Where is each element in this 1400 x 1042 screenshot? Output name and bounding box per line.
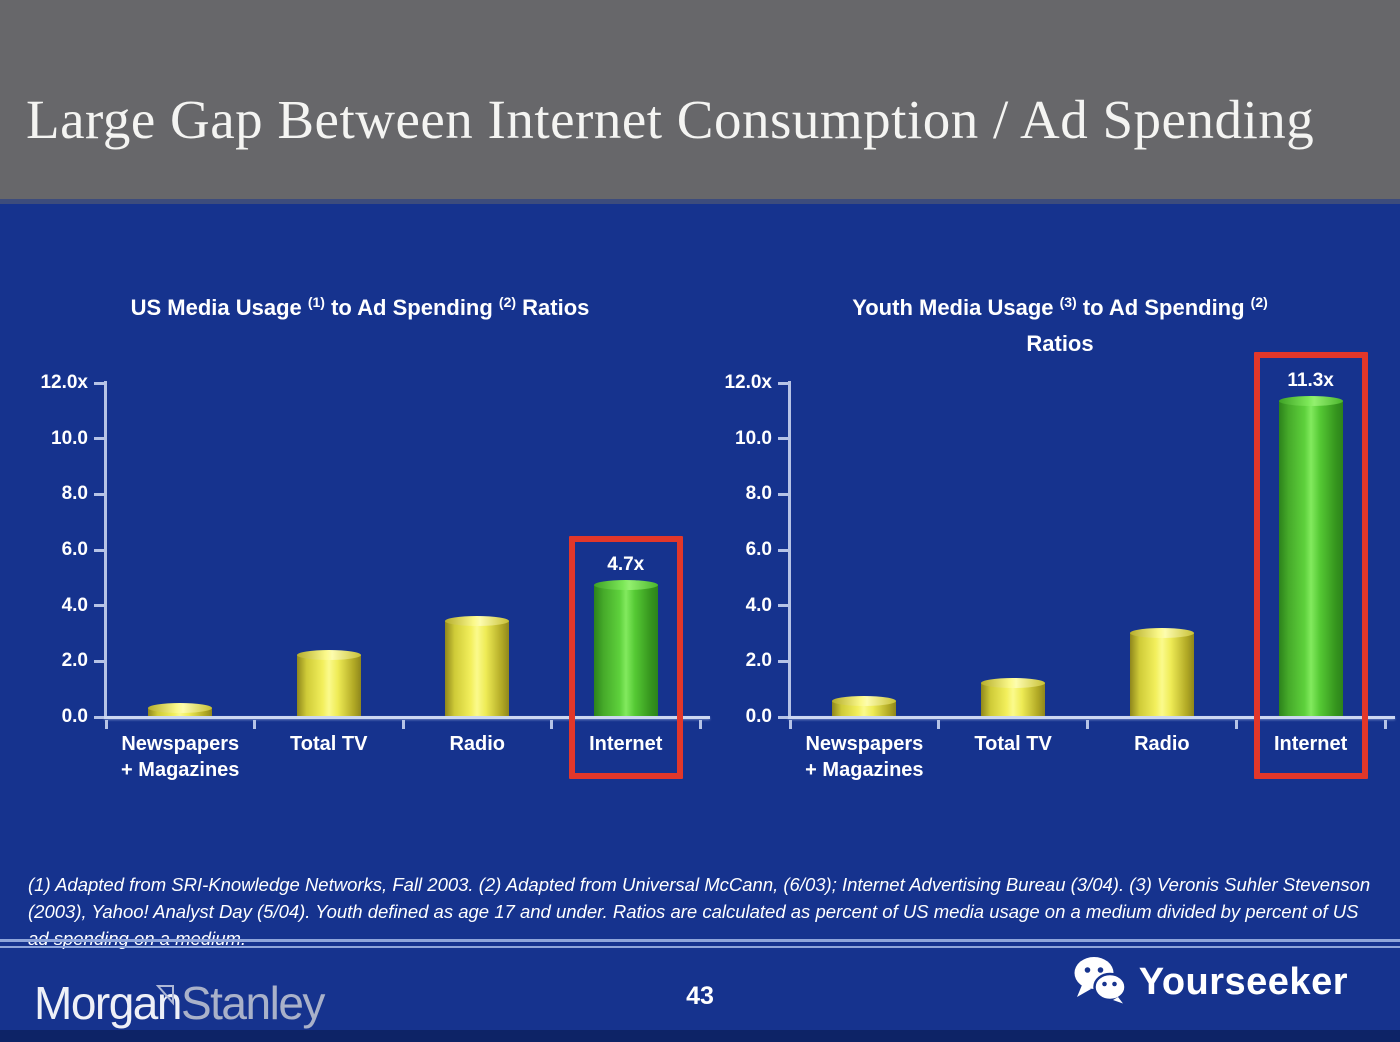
x-axis-tick bbox=[698, 720, 702, 729]
chart-title-superscript: (2) bbox=[498, 294, 517, 310]
y-axis-tick-label: 6.0 bbox=[61, 539, 88, 560]
y-axis-tick bbox=[94, 659, 104, 663]
x-axis-tick bbox=[1383, 720, 1387, 729]
bar-top-cap bbox=[296, 649, 361, 660]
y-axis-tick bbox=[778, 548, 788, 552]
y-axis-tick-label: 0.0 bbox=[61, 706, 88, 727]
y-axis-tick-label: 10.0 bbox=[735, 427, 772, 449]
chart-title-superscript: (3) bbox=[1059, 294, 1077, 310]
morgan-stanley-logo: Morgan Stanley bbox=[34, 976, 325, 1030]
y-axis-tick bbox=[778, 381, 788, 385]
page-number: 43 bbox=[686, 982, 714, 1010]
y-axis-tick-label: 12.0x bbox=[724, 372, 772, 393]
bar-top-cap bbox=[981, 677, 1046, 688]
footer-separator-line bbox=[0, 939, 1400, 948]
x-axis-tick bbox=[401, 720, 405, 729]
chart-title: US Media Usage (1) to Ad Spending (2) Ra… bbox=[50, 291, 670, 327]
bar-total-tv bbox=[981, 677, 1046, 716]
footnote: (1) Adapted from SRI-Knowledge Networks,… bbox=[28, 874, 1371, 949]
category-label: Radio bbox=[1134, 733, 1190, 755]
y-axis-tick bbox=[94, 604, 104, 608]
y-axis-line bbox=[104, 381, 107, 718]
y-axis-tick bbox=[778, 659, 788, 663]
bar-value-label: 11.3x bbox=[1287, 370, 1334, 392]
bar-internet bbox=[593, 580, 658, 716]
category-label: Newspapers + Magazines bbox=[121, 733, 240, 781]
y-axis-tick-label: 10.0 bbox=[51, 427, 88, 449]
watermark: Yourseeker bbox=[1073, 956, 1348, 1009]
bar-top-cap bbox=[148, 702, 213, 713]
brand-word-stanley: Stanley bbox=[180, 977, 325, 1029]
category-label: Internet bbox=[589, 733, 663, 755]
y-axis-tick bbox=[94, 381, 104, 385]
youth-media-usage-chart: Youth Media Usage (3) to Ad Spending (2)… bbox=[724, 283, 1395, 793]
bar-radio bbox=[445, 616, 510, 716]
y-axis-tick bbox=[94, 492, 104, 496]
plot-area: 12.0x 10.0 8.0 6.0 4.0 2.0 0.0 Newspapers + Mag… bbox=[40, 372, 710, 781]
highlight-rectangle bbox=[1253, 352, 1368, 779]
y-axis-tick-label: 8.0 bbox=[745, 483, 772, 505]
chart-title-text: Ratios bbox=[1026, 331, 1094, 356]
bar-top-cap bbox=[1278, 396, 1343, 407]
bar-top-cap bbox=[593, 580, 658, 591]
bar-value-label: 4.7x bbox=[607, 554, 645, 576]
y-axis-tick-label: 2.0 bbox=[745, 650, 772, 672]
wechat-icon bbox=[1073, 956, 1127, 1009]
bar-internet bbox=[1278, 396, 1343, 716]
chart-title-text: to Ad Spending bbox=[324, 295, 499, 320]
bar-total-tv bbox=[296, 649, 361, 716]
y-axis-tick bbox=[778, 604, 788, 608]
y-axis-tick-label: 2.0 bbox=[61, 650, 88, 672]
chart-title-text: Youth Media Usage bbox=[852, 295, 1060, 320]
bar-top-cap bbox=[832, 695, 897, 706]
x-axis-tick bbox=[1086, 720, 1089, 729]
chart-title: Youth Media Usage (3) to Ad Spending (2)… bbox=[750, 291, 1370, 360]
chart-title-superscript: (1) bbox=[307, 294, 325, 310]
x-axis-line bbox=[788, 716, 1395, 719]
x-axis-tick bbox=[550, 720, 553, 729]
y-axis-tick-label: 4.0 bbox=[745, 594, 772, 616]
bar-radio bbox=[1129, 627, 1194, 716]
y-axis-tick bbox=[94, 437, 104, 441]
x-axis-line bbox=[104, 716, 710, 719]
category-label: Newspapers + Magazines bbox=[805, 733, 924, 781]
category-label: Total TV bbox=[290, 733, 368, 755]
bar-top-cap bbox=[445, 616, 510, 627]
y-axis-tick bbox=[94, 548, 104, 552]
us-media-usage-chart: US Media Usage (1) to Ad Spending (2) Ra… bbox=[30, 283, 710, 793]
highlight-rectangle bbox=[568, 536, 683, 779]
y-axis-tick bbox=[778, 492, 788, 496]
plot-area: 12.0x 10.0 8.0 6.0 4.0 2.0 0.0 Newspapers + Mag… bbox=[724, 352, 1395, 781]
y-axis-tick bbox=[778, 437, 788, 441]
x-axis-tick bbox=[1234, 720, 1238, 729]
y-axis-tick-label: 4.0 bbox=[61, 594, 88, 616]
y-axis-tick bbox=[94, 715, 104, 719]
x-axis-tick bbox=[788, 720, 792, 729]
y-axis-tick-label: 8.0 bbox=[61, 483, 88, 505]
category-label: Internet bbox=[1273, 733, 1348, 755]
y-axis-tick-label: 0.0 bbox=[745, 706, 772, 727]
chart-title-text: US Media Usage bbox=[130, 295, 308, 320]
chart-title-text: to Ad Spending bbox=[1076, 295, 1251, 320]
category-label: Total TV bbox=[974, 733, 1052, 755]
bar-newspapers bbox=[832, 695, 897, 716]
category-label: Radio bbox=[449, 733, 506, 755]
watermark-label: Yourseeker bbox=[1138, 961, 1348, 1003]
slide-header: Large Gap Between Internet Consumption /… bbox=[0, 0, 1400, 204]
bar-top-cap bbox=[1129, 627, 1194, 638]
y-axis-tick bbox=[778, 715, 788, 719]
chart-title-superscript: (2) bbox=[1250, 294, 1268, 310]
x-axis-tick bbox=[104, 720, 108, 729]
chart-title-text: Ratios bbox=[516, 295, 590, 320]
y-axis-tick-label: 6.0 bbox=[745, 539, 772, 560]
x-axis-tick bbox=[937, 720, 941, 729]
slide-title: Large Gap Between Internet Consumption /… bbox=[26, 89, 1315, 150]
y-axis-line bbox=[788, 381, 791, 718]
y-axis-tick-label: 12.0x bbox=[40, 372, 88, 393]
x-axis-tick bbox=[253, 720, 256, 729]
bar-newspapers bbox=[148, 702, 213, 716]
bottom-edge-strip bbox=[0, 1030, 1400, 1042]
triangle-icon bbox=[155, 964, 177, 1018]
